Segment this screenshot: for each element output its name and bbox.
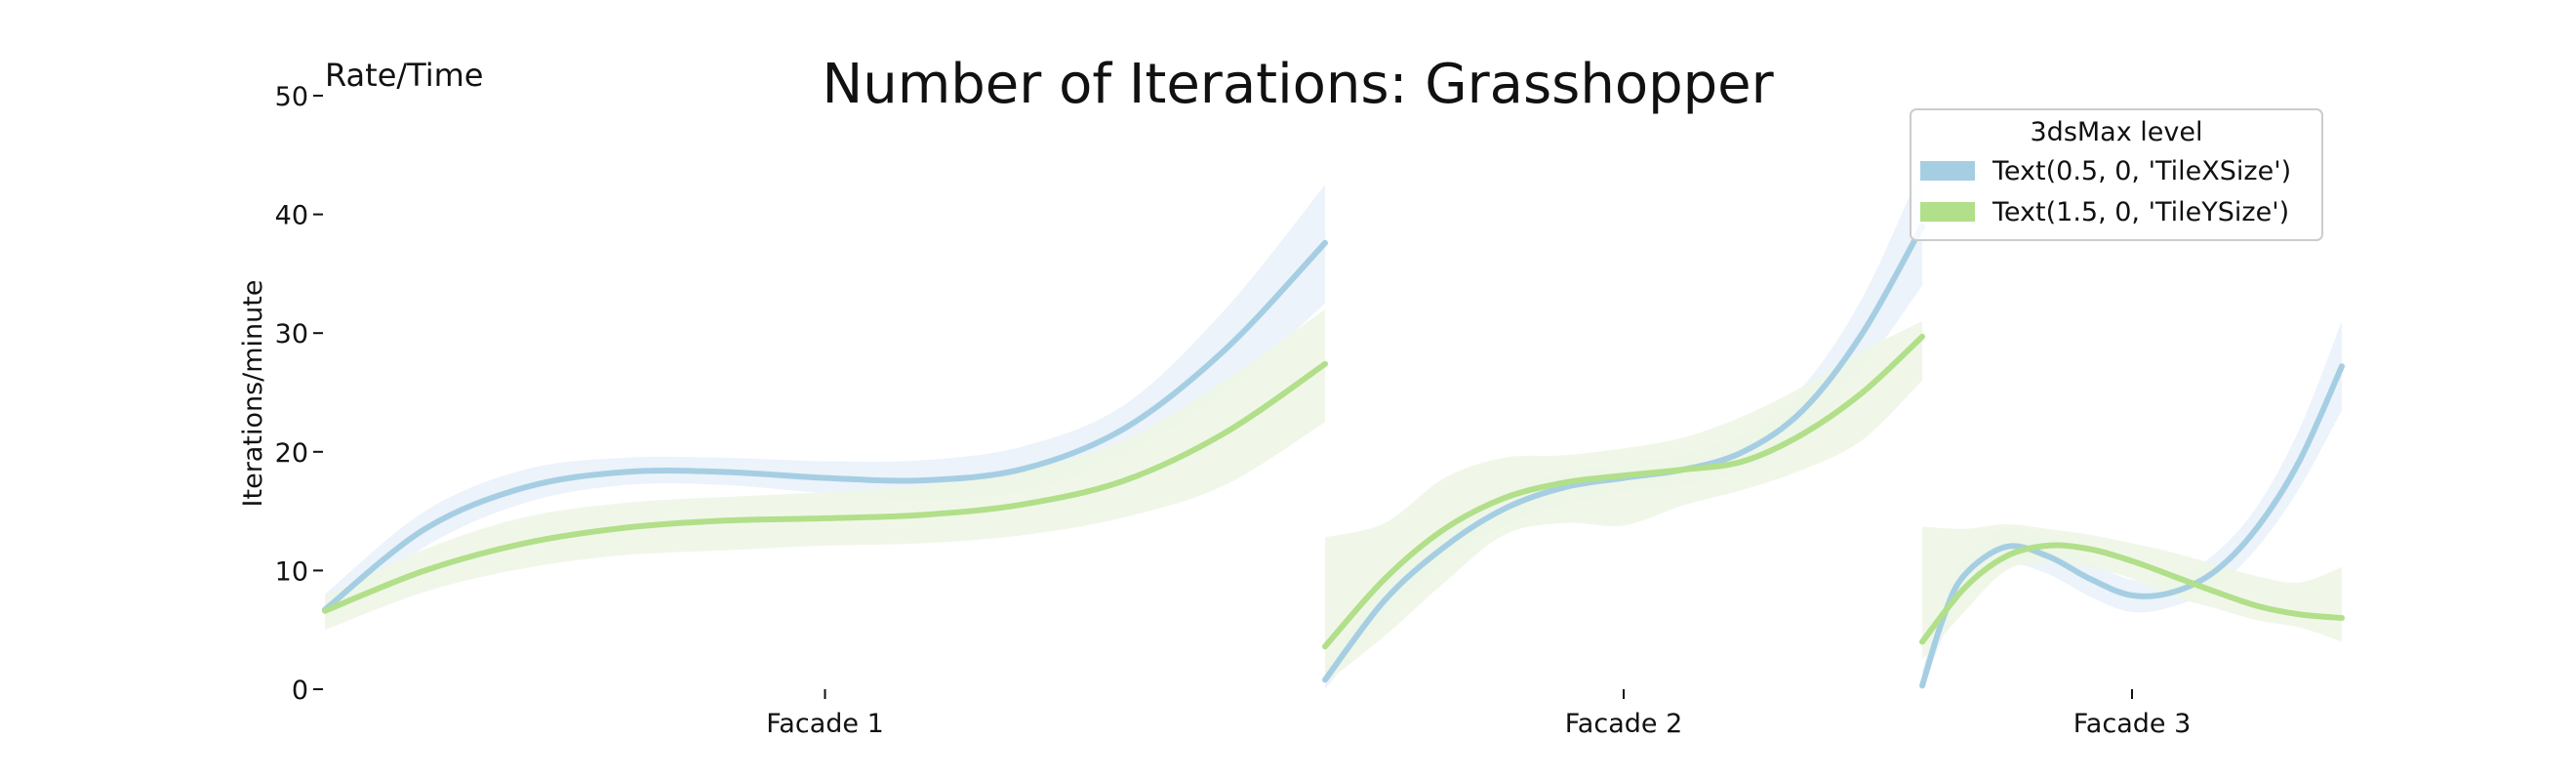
confidence-band <box>325 308 1325 631</box>
y-tick-label: 50 <box>275 82 308 112</box>
legend-entry-label: Text(1.5, 0, 'TileYSize') <box>1992 197 2289 227</box>
legend-frame <box>1910 108 2323 241</box>
y-tick-label: 40 <box>275 201 308 231</box>
legend-title: 3dsMax level <box>2031 117 2203 147</box>
series-line <box>322 360 1328 614</box>
y-tick-label: 0 <box>292 676 308 706</box>
series-line <box>322 239 1328 613</box>
series-line <box>1919 542 2345 645</box>
confidence-band <box>1922 321 2342 689</box>
legend-swatch <box>1920 202 1975 222</box>
series-lines <box>322 223 2345 689</box>
x-axis: Facade 1 Facade 2 Facade 3 <box>766 689 2191 739</box>
y-tick-label: 30 <box>275 319 308 349</box>
corner-label: Rate/Time <box>325 57 483 94</box>
confidence-band <box>1922 524 2342 660</box>
y-tick-label: 20 <box>275 438 308 469</box>
y-axis-label: Iterations/minute <box>238 280 268 508</box>
x-tick-label: Facade 1 <box>766 709 884 739</box>
legend: 3dsMax level Text(0.5, 0, 'TileXSize') T… <box>1910 108 2323 241</box>
chart-title: Number of Iterations: Grasshopper <box>822 53 1774 116</box>
legend-entry-label: Text(0.5, 0, 'TileXSize') <box>1992 156 2291 186</box>
series-line <box>1919 363 2345 689</box>
confidence-bands <box>325 167 2342 689</box>
series-line <box>1322 333 1925 650</box>
y-axis: 0 10 20 30 40 50 <box>275 82 323 706</box>
confidence-band <box>1325 321 1922 683</box>
y-tick-label: 10 <box>275 556 308 587</box>
x-tick-label: Facade 3 <box>2073 709 2192 739</box>
x-tick-label: Facade 2 <box>1565 709 1683 739</box>
legend-swatch <box>1920 161 1975 181</box>
